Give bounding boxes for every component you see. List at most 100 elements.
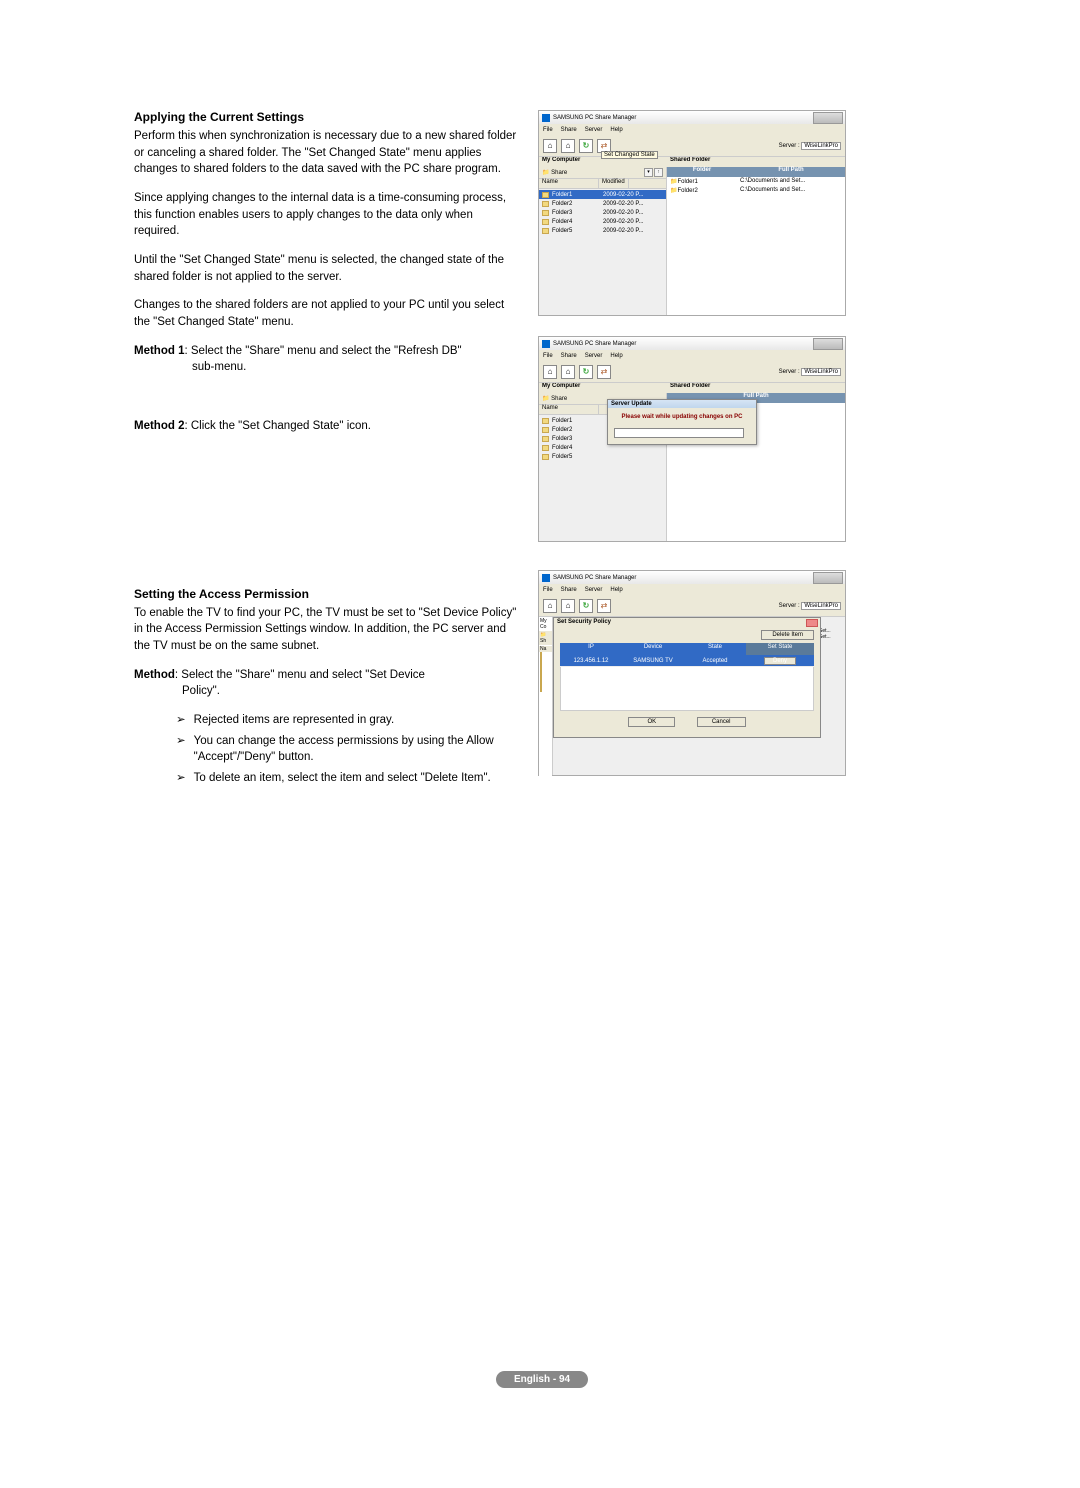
method-1-text: : Select the "Share" menu and select the…	[184, 345, 461, 357]
file-row[interactable]: Folder5	[539, 452, 666, 461]
share-folder-icon[interactable]: ⌂	[543, 599, 557, 613]
menu-file[interactable]: File	[543, 353, 553, 359]
menu-share[interactable]: Share	[561, 127, 577, 133]
folder-icon	[542, 436, 549, 442]
method-3-text: : Select the "Share" menu and select "Se…	[175, 669, 425, 681]
progress-bar	[614, 428, 744, 438]
method-1-label: Method 1	[134, 345, 184, 357]
server-label: Server :	[779, 369, 802, 375]
footer-page: 94	[559, 1374, 570, 1385]
method-3-sub: Policy".	[134, 685, 220, 697]
set-changed-state-icon[interactable]: ⇄	[597, 599, 611, 613]
file-row[interactable]: Folder42009-02-20 P...	[539, 217, 666, 226]
folder-icon	[542, 192, 549, 198]
share-folder-icon[interactable]: ⌂	[543, 365, 557, 379]
app-logo-icon	[542, 574, 550, 582]
server-update-dialog: Server Update Please wait while updating…	[607, 399, 757, 445]
shared-row[interactable]: 📁Folder2C:\Documents and Set...	[667, 187, 845, 196]
file-list: Folder12009-02-20 P... Folder22009-02-20…	[539, 189, 666, 236]
app-logo-icon	[542, 114, 550, 122]
footer-lang: English -	[514, 1374, 559, 1385]
dialog-message: Please wait while updating changes on PC	[614, 414, 750, 420]
menu-help[interactable]: Help	[610, 587, 622, 593]
bullet-3: ➢To delete an item, select the item and …	[176, 770, 520, 787]
menu-help[interactable]: Help	[610, 353, 622, 359]
folder-icon	[542, 219, 549, 225]
bullet-1-text: Rejected items are represented in gray.	[194, 712, 395, 729]
cancel-button[interactable]: Cancel	[697, 717, 746, 727]
folder-icon	[540, 668, 542, 676]
method-2-text: : Click the "Set Changed State" icon.	[184, 420, 371, 432]
method-3-label: Method	[134, 669, 175, 681]
app-logo-icon	[542, 340, 550, 348]
bullet-mark-icon: ➢	[176, 733, 186, 766]
col-device: Device	[622, 643, 684, 655]
refresh-icon[interactable]: ↻	[579, 365, 593, 379]
policy-state: Accepted	[684, 658, 746, 664]
server-dropdown[interactable]: WiseLinkPro	[801, 602, 841, 610]
bullet-2-text: You can change the access permissions by…	[194, 733, 520, 766]
menu-file[interactable]: File	[543, 127, 553, 133]
share-folder-icon[interactable]: ⌂	[543, 139, 557, 153]
file-row[interactable]: Folder52009-02-20 P...	[539, 226, 666, 235]
refresh-icon[interactable]: ↻	[579, 599, 593, 613]
close-icon[interactable]	[806, 619, 818, 627]
share-path: Share	[551, 170, 567, 176]
unshare-folder-icon[interactable]: ⌂	[561, 365, 575, 379]
file-row[interactable]: Folder32009-02-20 P...	[539, 208, 666, 217]
method-3: Method: Select the "Share" menu and sele…	[134, 667, 520, 700]
col-modified: Modified	[599, 179, 629, 188]
sharedfolder-label: Shared Folder	[667, 383, 713, 393]
window-title: SAMSUNG PC Share Manager	[553, 341, 636, 347]
bullet-mark-icon: ➢	[176, 712, 186, 729]
policy-dialog-title: Set Security Policy	[554, 618, 820, 626]
deny-button[interactable]: Deny	[764, 657, 796, 665]
menu-file[interactable]: File	[543, 587, 553, 593]
server-dropdown[interactable]: WiseLinkPro	[801, 368, 841, 376]
folder-icon	[540, 676, 542, 684]
set-changed-state-icon[interactable]: ⇄	[597, 365, 611, 379]
folder-icon	[542, 210, 549, 216]
ok-button[interactable]: OK	[628, 717, 675, 727]
heading-permission: Setting the Access Permission	[134, 587, 520, 601]
menu-server[interactable]: Server	[585, 353, 603, 359]
menu-server[interactable]: Server	[585, 127, 603, 133]
up-folder-icon[interactable]: ↑	[654, 168, 663, 177]
refresh-icon[interactable]: ↻	[579, 139, 593, 153]
policy-device: SAMSUNG TV	[622, 658, 684, 664]
folder-icon	[540, 652, 542, 660]
window-title: SAMSUNG PC Share Manager	[553, 115, 636, 121]
file-row[interactable]: Folder12009-02-20 P...	[539, 190, 666, 199]
folder-icon	[542, 445, 549, 451]
dropdown-icon[interactable]: ▾	[644, 168, 653, 177]
menu-server[interactable]: Server	[585, 587, 603, 593]
para-3: Until the "Set Changed State" menu is se…	[134, 252, 520, 285]
server-dropdown[interactable]: WiseLinkPro	[801, 142, 841, 150]
unshare-folder-icon[interactable]: ⌂	[561, 599, 575, 613]
behind-shared-list: Set... Set...	[819, 628, 843, 640]
folder-icon	[542, 201, 549, 207]
screenshot-server-update: SAMSUNG PC Share Manager File Share Serv…	[538, 336, 846, 542]
method-1: Method 1: Select the "Share" menu and se…	[134, 343, 520, 376]
menu-share[interactable]: Share	[561, 353, 577, 359]
unshare-folder-icon[interactable]: ⌂	[561, 139, 575, 153]
policy-row[interactable]: 123.456.1.12 SAMSUNG TV Accepted Deny	[560, 655, 814, 667]
para-4: Changes to the shared folders are not ap…	[134, 297, 520, 330]
col-name: Name	[539, 179, 599, 188]
folder-icon	[542, 228, 549, 234]
para-2: Since applying changes to the internal d…	[134, 190, 520, 240]
col-folder: Folder	[667, 167, 737, 177]
shared-row[interactable]: 📁Folder1C:\Documents and Set...	[667, 178, 845, 187]
bullet-mark-icon: ➢	[176, 770, 186, 787]
window-title: SAMSUNG PC Share Manager	[553, 575, 636, 581]
dialog-title: Server Update	[608, 400, 756, 408]
menu-share[interactable]: Share	[561, 587, 577, 593]
file-row[interactable]: Folder22009-02-20 P...	[539, 199, 666, 208]
col-fullpath: Full Path	[737, 167, 845, 177]
policy-ip: 123.456.1.12	[560, 658, 622, 664]
menu-help[interactable]: Help	[610, 127, 622, 133]
bullet-1: ➢ Rejected items are represented in gray.	[176, 712, 520, 729]
delete-item-button[interactable]: Delete Item	[761, 630, 814, 640]
col-ip: IP	[560, 643, 622, 655]
screenshot-set-changed-state: SAMSUNG PC Share Manager File Share Serv…	[538, 110, 846, 316]
